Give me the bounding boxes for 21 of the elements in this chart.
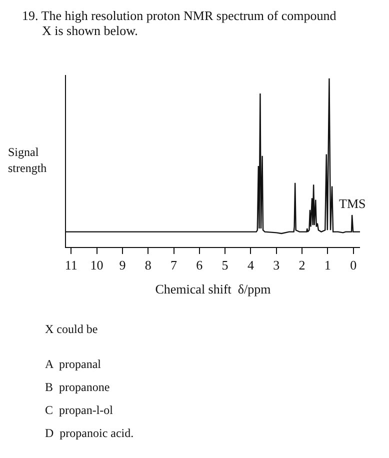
chart-title: 19. The high resolution proton NMR spectrum of compound X is shown below. — [22, 8, 338, 38]
x-tick-label: 2 — [298, 258, 306, 273]
answer-option-text: D propanoic acid. — [45, 426, 134, 441]
answer-option-text: X could be — [45, 322, 98, 337]
x-tick-label: 5 — [222, 258, 228, 273]
x-tick-label: 7 — [170, 258, 178, 273]
answer-option-text: A propanal — [45, 357, 101, 372]
x-tick-label: 6 — [196, 258, 204, 273]
x-tick-label: 4 — [247, 258, 254, 273]
answer-option-text: C propan-l-ol — [45, 403, 113, 418]
annotation: TMS — [339, 196, 366, 211]
x-tick-label: 9 — [119, 258, 126, 273]
x-tick-label: 11 — [64, 258, 78, 273]
x-tick-label: 0 — [350, 258, 357, 273]
x-axis-title: Chemical shift δ/ppm — [155, 281, 271, 296]
x-tick-label: 3 — [273, 258, 280, 273]
y-axis-title: Signal strength — [8, 144, 48, 176]
x-tick-label: 1 — [324, 258, 331, 273]
x-tick-label: 8 — [144, 258, 152, 273]
x-tick-label: 10 — [90, 258, 104, 273]
answer-option-text: B propanone — [45, 380, 110, 395]
